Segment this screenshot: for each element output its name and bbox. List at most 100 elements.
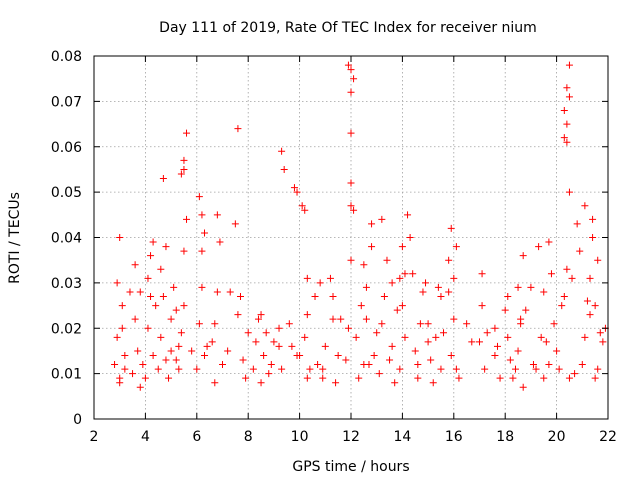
data-point — [180, 165, 188, 173]
data-point — [388, 342, 396, 350]
data-point — [522, 306, 530, 314]
data-point — [352, 333, 360, 341]
data-point — [157, 333, 165, 341]
data-point — [131, 315, 139, 323]
data-point — [149, 351, 157, 359]
data-point — [306, 365, 314, 373]
data-point — [285, 320, 293, 328]
data-point — [344, 324, 352, 332]
x-tick-label: 22 — [599, 429, 617, 445]
data-point — [147, 292, 155, 300]
data-point — [293, 188, 301, 196]
data-point — [234, 311, 242, 319]
data-point — [368, 243, 376, 251]
data-point — [244, 329, 252, 337]
data-point — [558, 302, 566, 310]
data-point — [529, 361, 537, 369]
data-point — [547, 270, 555, 278]
data-point — [144, 324, 152, 332]
data-point — [213, 211, 221, 219]
data-point — [129, 370, 137, 378]
data-point — [278, 147, 286, 155]
data-point — [409, 270, 417, 278]
data-point — [386, 356, 394, 364]
data-point — [347, 88, 355, 96]
data-point — [406, 234, 414, 241]
data-point — [201, 351, 209, 359]
data-point — [321, 342, 329, 350]
data-point — [398, 243, 406, 251]
data-point — [254, 315, 262, 323]
data-point — [157, 265, 165, 273]
data-point — [111, 361, 119, 369]
data-point — [208, 338, 216, 346]
data-point — [337, 315, 345, 323]
x-tick-label: 2 — [90, 429, 99, 445]
data-point — [219, 361, 226, 369]
data-point — [368, 220, 376, 228]
data-point — [170, 283, 178, 291]
data-point — [195, 320, 203, 328]
data-point — [540, 288, 548, 296]
data-point — [583, 297, 591, 305]
data-point — [203, 342, 211, 350]
data-point — [594, 365, 602, 373]
data-point — [463, 320, 471, 328]
data-point — [113, 279, 121, 287]
data-point — [491, 324, 499, 332]
data-point — [378, 215, 386, 223]
data-point — [360, 361, 368, 369]
data-point — [565, 93, 573, 101]
data-point — [136, 288, 144, 296]
data-point — [154, 365, 162, 373]
data-point — [468, 338, 476, 346]
data-point — [440, 329, 448, 337]
data-point — [195, 193, 203, 201]
data-point — [275, 342, 283, 350]
data-point — [159, 175, 167, 183]
data-point — [506, 356, 514, 364]
data-point — [257, 311, 265, 319]
data-point — [116, 379, 124, 387]
data-point — [249, 365, 257, 373]
data-point — [180, 156, 188, 164]
data-point — [519, 383, 527, 391]
data-point — [476, 338, 483, 346]
data-point — [398, 302, 406, 310]
data-point — [596, 329, 604, 337]
data-point — [167, 347, 175, 355]
data-point — [404, 211, 412, 219]
y-tick-label: 0.03 — [51, 276, 82, 292]
data-point — [414, 374, 422, 382]
data-point — [565, 374, 573, 382]
data-point — [419, 288, 427, 296]
data-point — [573, 220, 581, 228]
data-point — [576, 247, 584, 255]
x-tick-label: 18 — [496, 429, 514, 445]
data-point — [537, 333, 545, 341]
data-point — [437, 365, 445, 373]
data-point — [260, 351, 268, 359]
data-point — [147, 252, 155, 260]
data-point — [450, 274, 458, 282]
data-point — [370, 351, 378, 359]
data-point — [380, 292, 388, 300]
data-point — [262, 329, 270, 337]
data-point — [447, 351, 455, 359]
data-point — [571, 370, 579, 378]
data-point — [162, 243, 170, 251]
data-point — [563, 84, 571, 92]
data-point — [165, 374, 173, 382]
data-point — [360, 261, 368, 269]
data-point — [265, 370, 273, 378]
data-point — [172, 356, 180, 364]
data-point — [252, 338, 260, 346]
data-point — [280, 165, 288, 173]
data-point — [509, 374, 517, 382]
data-point — [332, 379, 340, 387]
data-point — [175, 365, 183, 373]
data-point — [224, 347, 232, 355]
data-point — [375, 370, 383, 378]
y-tick-label: 0.08 — [51, 49, 82, 65]
data-point — [311, 292, 319, 300]
